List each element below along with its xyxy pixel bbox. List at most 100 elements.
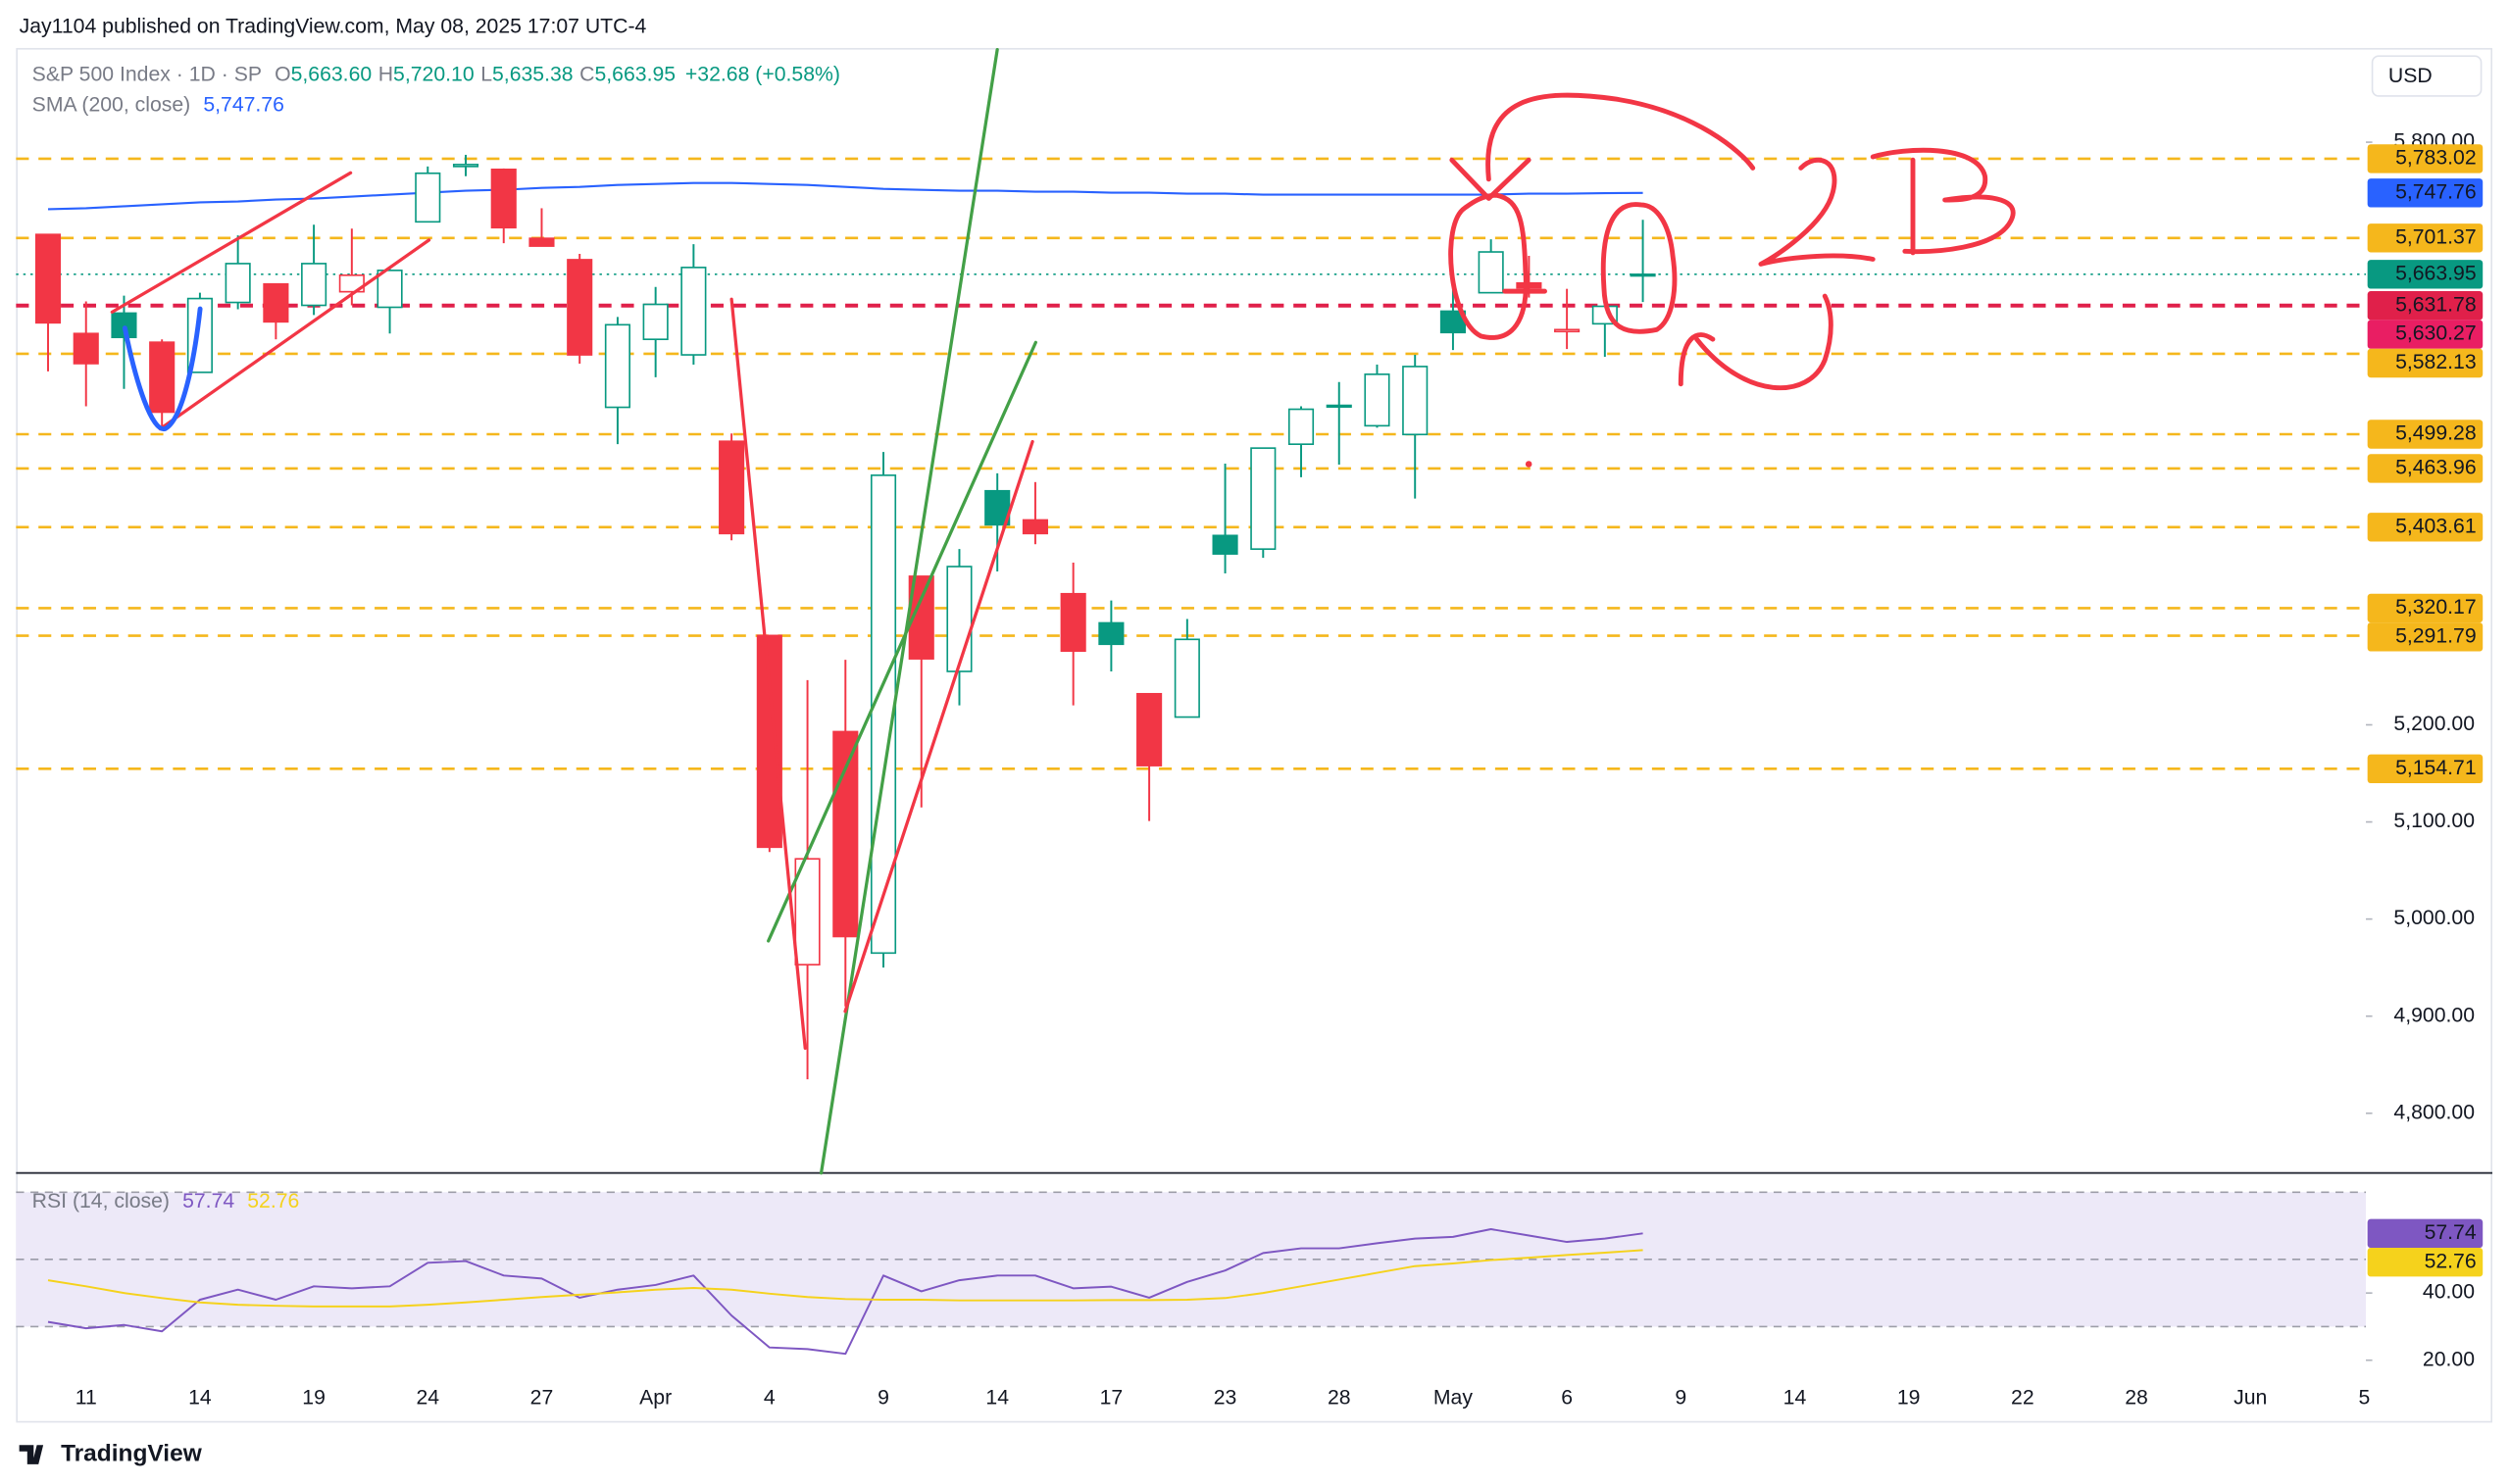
candle-body [1516, 281, 1542, 289]
candle-body [338, 273, 365, 293]
indicator-value: 57.74 [182, 1190, 234, 1212]
price-tag: 5,747.76 [2395, 180, 2477, 203]
candle-body [301, 263, 327, 307]
price-tag: 5,630.27 [2395, 322, 2477, 345]
trend-line [819, 47, 999, 1175]
x-tick-label: 28 [2125, 1387, 2148, 1410]
x-tick-label: 14 [985, 1387, 1009, 1410]
candle-body [946, 566, 973, 672]
price-tag: 5,701.37 [2395, 225, 2477, 248]
price-tag: 57.74 [2425, 1221, 2477, 1244]
x-tick-label: 11 [75, 1387, 97, 1410]
y-tick-label: 40.00 [2423, 1281, 2475, 1304]
price-tag-bg [2367, 260, 2484, 289]
price-tag: 5,631.78 [2395, 293, 2477, 316]
price-tag: 5,154.71 [2395, 757, 2477, 779]
x-tick-label: 17 [1100, 1387, 1124, 1410]
price-tag: 5,582.13 [2395, 351, 2477, 373]
x-tick-label: 22 [2011, 1387, 2034, 1410]
legend-key: C [579, 63, 594, 85]
candle-body [415, 172, 441, 223]
currency[interactable]: USD [2388, 65, 2433, 87]
candle-body [1250, 447, 1277, 550]
x-tick-label: 27 [530, 1387, 554, 1410]
candle-body [452, 164, 479, 168]
freehand-arc [1485, 92, 1756, 182]
legend: S&P 500 Index · 1D · SP O5,663.60 H5,720.1… [32, 63, 840, 1212]
legend-indicator: SMA (200, close) 5,747.76 [32, 93, 284, 116]
legend-main: S&P 500 Index · 1D · SP O5,663.60 H5,720.1… [32, 63, 840, 85]
x-tick-label: 14 [1783, 1387, 1807, 1410]
freehand-circle [1448, 192, 1529, 340]
indicator-value: 52.76 [247, 1190, 299, 1212]
currency-box[interactable] [2371, 55, 2483, 97]
trend-line [158, 238, 431, 431]
rsi-line [47, 1228, 1643, 1356]
x-tick-label: Jun [2234, 1387, 2267, 1410]
freehand-two [1758, 157, 1876, 267]
x-tick-label: 6 [1561, 1387, 1573, 1410]
price-tag-bg [2367, 144, 2484, 173]
price-tag: 5,783.02 [2395, 147, 2477, 170]
price-tag-bg [2367, 420, 2484, 449]
x-tick-label: Apr [639, 1387, 672, 1410]
indicator-value: 5,747.76 [203, 93, 284, 116]
curve-drawing [122, 306, 203, 431]
trend-line [767, 340, 1037, 943]
freehand-annotation [1448, 92, 2016, 391]
price-pane: 5,800.005,200.005,100.005,000.004,900.00… [16, 130, 2475, 1410]
x-tick-label: 23 [1214, 1387, 1237, 1410]
x-tick-label: 9 [878, 1387, 889, 1410]
y-tick-label: 4,800.00 [2393, 1101, 2475, 1123]
price-tag-bg [2367, 348, 2484, 378]
brand-name: TradingView [61, 1441, 203, 1467]
x-tick-label: 5 [2358, 1387, 2370, 1410]
legend-value: 5,663.95 [594, 63, 676, 85]
price-tag-bg [2367, 754, 2484, 784]
price-tag-bg [2367, 291, 2484, 321]
candle-body [1402, 366, 1429, 436]
candle-body [1287, 408, 1315, 445]
candle-body [34, 233, 62, 324]
price-tag: 5,403.61 [2395, 515, 2477, 537]
x-tick-label: 24 [416, 1387, 439, 1410]
candle-body [1060, 592, 1086, 653]
candle-body [719, 440, 745, 535]
candle-body [1364, 373, 1390, 427]
candle-body [73, 332, 99, 365]
freehand-circle [1600, 202, 1678, 334]
legend-rsi: RSI (14, close) 57.74 52.76 [32, 1190, 300, 1212]
legend-key: O [275, 63, 291, 85]
price-tag-bg [2367, 1248, 2484, 1277]
rsi-line [47, 1249, 1643, 1308]
drawing-dot [1525, 461, 1532, 468]
candle-body [1478, 251, 1504, 294]
candle-body [1098, 621, 1125, 646]
x-tick-label: 14 [188, 1387, 212, 1410]
trend-line [110, 171, 353, 314]
candle-body [756, 634, 782, 849]
price-tag: 5,499.28 [2395, 422, 2477, 445]
candle-body [1136, 692, 1163, 767]
x-tick-label: 28 [1328, 1387, 1351, 1410]
price-tag-bg [2367, 593, 2484, 623]
candle-body [225, 263, 251, 304]
candle-body [567, 259, 593, 356]
sma-line [47, 181, 1643, 211]
candle-body [1022, 519, 1048, 535]
y-tick-label: 20.00 [2423, 1348, 2475, 1370]
candle-body [1212, 534, 1238, 555]
indicator-name: SMA (200, close) [32, 93, 191, 116]
user-drawings [110, 47, 2016, 1175]
price-tag-bg [2367, 178, 2484, 208]
price-tag: 5,320.17 [2395, 596, 2477, 618]
trend-line [729, 297, 807, 1050]
legend-change: +32.68 (+0.58%) [685, 63, 840, 85]
price-tag-bg [2367, 223, 2484, 253]
brand-logo [19, 1445, 44, 1464]
legend-key: H [378, 63, 393, 85]
price-tag-bg [2367, 513, 2484, 542]
price-tag: 5,463.96 [2395, 457, 2477, 479]
candle-body [490, 168, 517, 229]
candle-body [794, 858, 821, 966]
